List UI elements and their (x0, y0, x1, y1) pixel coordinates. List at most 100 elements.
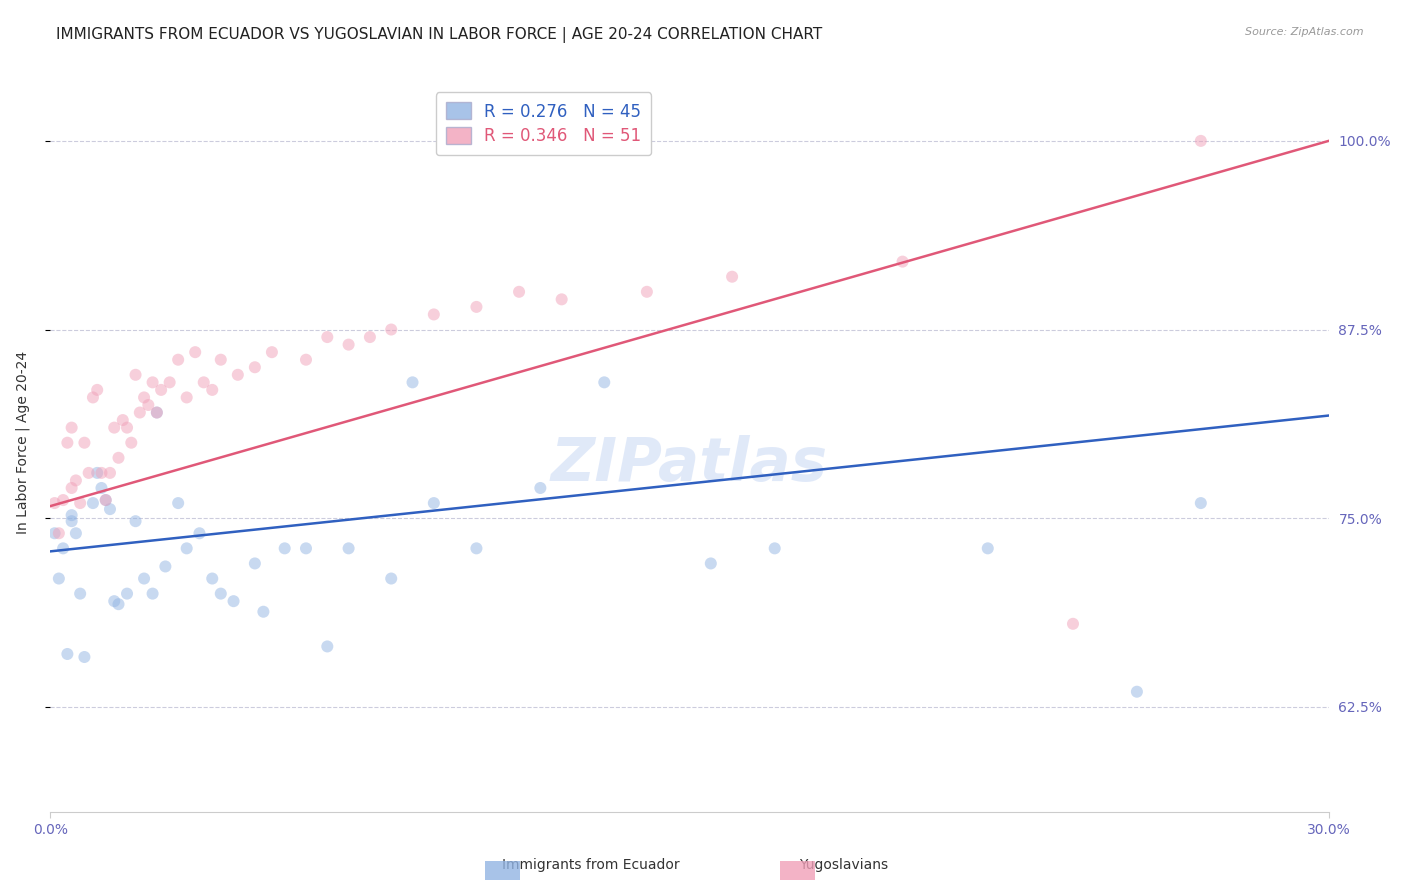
Point (260, 345, 283, 359)
Point (69, 586, 91, 600)
Point (60, 481, 83, 495)
Point (188, 526, 211, 541)
Text: IMMIGRANTS FROM ECUADOR VS YUGOSLAVIAN IN LABOR FORCE | AGE 20-24 CORRELATION CH: IMMIGRANTS FROM ECUADOR VS YUGOSLAVIAN I… (56, 27, 823, 43)
Point (176, 541, 198, 556)
Point (111, 413, 134, 427)
Point (508, 285, 530, 299)
Point (98, 502, 121, 516)
Point (48, 526, 70, 541)
Point (465, 300, 488, 314)
Point (159, 376, 181, 390)
Point (1062, 616, 1084, 631)
Point (48, 572, 70, 586)
Point (295, 541, 318, 556)
Point (243, 360, 266, 375)
Point (193, 376, 215, 390)
Point (98, 466, 121, 480)
Text: Immigrants from Ecuador: Immigrants from Ecuador (502, 858, 679, 872)
Point (52, 493, 75, 508)
Point (146, 405, 169, 419)
Legend: R = 0.276   N = 45, R = 0.346   N = 51: R = 0.276 N = 45, R = 0.346 N = 51 (436, 93, 651, 155)
Point (60, 420, 83, 434)
Point (138, 398, 160, 412)
Point (115, 420, 138, 434)
Point (69, 496, 91, 510)
Point (73, 435, 96, 450)
Point (103, 594, 125, 608)
Point (337, 337, 360, 351)
Point (86, 466, 108, 480)
Point (226, 368, 249, 382)
Point (90, 466, 112, 480)
Point (94, 493, 117, 508)
Point (73, 650, 96, 665)
Point (380, 572, 402, 586)
Point (155, 559, 177, 574)
Point (176, 391, 198, 405)
Point (550, 293, 572, 307)
Point (77, 466, 100, 480)
Point (201, 383, 224, 397)
Point (146, 405, 169, 419)
Point (82, 391, 104, 405)
Point (52, 541, 75, 556)
Point (423, 308, 446, 322)
Point (184, 345, 207, 359)
Point (115, 586, 138, 600)
Point (1189, 134, 1212, 148)
Point (465, 541, 488, 556)
Point (273, 541, 295, 556)
Text: ZIPatlas: ZIPatlas (551, 435, 828, 494)
Point (209, 352, 232, 367)
Point (1126, 684, 1149, 698)
Point (94, 493, 117, 508)
Point (700, 557, 723, 571)
Point (82, 496, 104, 510)
Point (44, 526, 66, 541)
Point (132, 391, 155, 405)
Point (167, 496, 190, 510)
Point (124, 368, 146, 382)
Point (316, 330, 339, 344)
Point (201, 572, 224, 586)
Point (150, 383, 173, 397)
Point (90, 481, 112, 495)
Point (142, 586, 165, 600)
Point (107, 450, 129, 465)
Point (128, 405, 150, 419)
Point (124, 514, 146, 528)
Point (86, 383, 108, 397)
Point (337, 541, 360, 556)
Point (56, 435, 79, 450)
Point (132, 572, 155, 586)
Point (359, 330, 381, 344)
Point (295, 352, 318, 367)
Point (243, 557, 266, 571)
Point (721, 269, 744, 284)
Point (60, 508, 83, 523)
Text: Source: ZipAtlas.com: Source: ZipAtlas.com (1246, 27, 1364, 37)
Point (120, 435, 142, 450)
Point (316, 640, 339, 654)
Point (209, 586, 232, 600)
Point (103, 420, 125, 434)
Point (380, 322, 402, 336)
Point (56, 647, 79, 661)
Point (60, 514, 83, 528)
Point (593, 376, 616, 390)
Point (636, 285, 658, 299)
Point (65, 474, 87, 488)
Y-axis label: In Labor Force | Age 20-24: In Labor Force | Age 20-24 (15, 351, 30, 534)
Point (977, 541, 1000, 556)
Point (167, 352, 190, 367)
Point (401, 376, 423, 390)
Point (65, 526, 87, 541)
Point (44, 496, 66, 510)
Point (107, 597, 129, 611)
Point (529, 481, 551, 495)
Point (763, 541, 786, 556)
Point (423, 496, 446, 510)
Text: Yugoslavians: Yugoslavians (799, 858, 889, 872)
Point (142, 376, 165, 390)
Point (891, 254, 914, 268)
